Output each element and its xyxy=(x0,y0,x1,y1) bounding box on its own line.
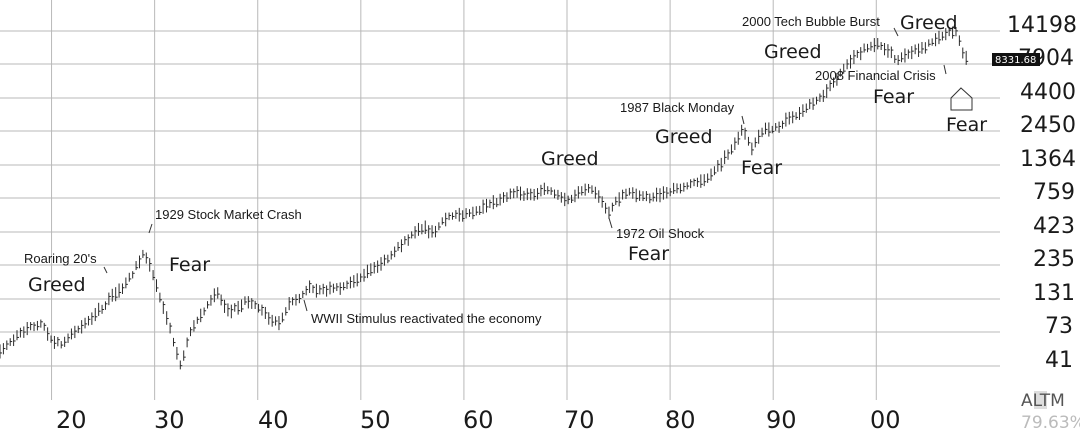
last-value-text: 8331.68 xyxy=(995,55,1036,66)
y-tick-label: 759 xyxy=(1033,180,1075,205)
x-axis-labels: 20 30 40 50 60 70 80 90 00 xyxy=(56,406,901,431)
annotation-leader xyxy=(741,115,745,125)
corner-indicator: ALTM 79.63% xyxy=(1021,391,1080,431)
annotation-leader xyxy=(103,266,108,274)
sentiment-fear-2002: Fear xyxy=(873,86,914,108)
y-tick-label: 2450 xyxy=(1020,113,1076,138)
annotation-leaders xyxy=(103,27,947,312)
corner-indicator-label: ALTM xyxy=(1021,391,1065,411)
annotation-1929-crash: 1929 Stock Market Crash xyxy=(155,207,302,222)
annotation-leader xyxy=(148,223,153,234)
x-tick-label: 80 xyxy=(665,406,696,431)
last-value-box xyxy=(992,53,1040,66)
y-tick-label: 41 xyxy=(1045,348,1073,373)
corner-highlight xyxy=(1034,391,1047,409)
annotation-1987-black-monday: 1987 Black Monday xyxy=(620,100,735,115)
y-tick-label: 73 xyxy=(1045,314,1073,339)
x-tick-label: 40 xyxy=(258,406,289,431)
sentiment-labels: Greed Fear Greed Fear Greed Fear Greed G… xyxy=(28,12,987,296)
sentiment-greed-2007: Greed xyxy=(900,12,958,34)
annotation-wwii-stimulus: WWII Stimulus reactivated the economy xyxy=(311,311,542,326)
annotation-roaring-20s: Roaring 20's xyxy=(24,251,97,266)
annotation-1972-oil-shock: 1972 Oil Shock xyxy=(616,226,705,241)
y-tick-label: 131 xyxy=(1033,281,1075,306)
x-tick-label: 00 xyxy=(870,406,901,431)
y-tick-label: 1364 xyxy=(1020,147,1076,172)
corner-indicator-value: 79.63% xyxy=(1021,413,1080,431)
fear-arrow-icon xyxy=(950,87,973,111)
annotation-leader xyxy=(943,64,947,75)
sentiment-greed-1990s: Greed xyxy=(764,41,822,63)
sentiment-fear-1930s: Fear xyxy=(169,254,210,276)
y-tick-label: 4400 xyxy=(1020,80,1076,105)
y-tick-label: 423 xyxy=(1033,214,1075,239)
sentiment-greed-1980s: Greed xyxy=(655,126,713,148)
x-tick-label: 70 xyxy=(564,406,595,431)
x-tick-label: 20 xyxy=(56,406,87,431)
sentiment-fear-1970s: Fear xyxy=(628,243,669,265)
annotation-2008-crisis: 2008 Financial Crisis xyxy=(815,68,936,83)
x-tick-label: 30 xyxy=(154,406,185,431)
event-annotations: Roaring 20's 1929 Stock Market Crash WWI… xyxy=(24,14,936,326)
x-tick-label: 60 xyxy=(463,406,494,431)
annotation-leader xyxy=(893,27,899,37)
price-series xyxy=(0,26,969,370)
last-value-marker: 8331.68 xyxy=(992,53,1040,66)
x-tick-label: 50 xyxy=(360,406,391,431)
y-tick-label: 14198 xyxy=(1007,13,1077,38)
y-tick-label: 235 xyxy=(1033,247,1075,272)
sentiment-greed-1960s: Greed xyxy=(541,148,599,170)
sentiment-greed-1920s: Greed xyxy=(28,274,86,296)
annotation-2000-tech-bubble: 2000 Tech Bubble Burst xyxy=(742,14,880,29)
annotation-leader xyxy=(303,299,308,312)
sentiment-fear-2009: Fear xyxy=(946,114,987,136)
annotation-leader xyxy=(608,217,613,229)
x-tick-label: 90 xyxy=(766,406,797,431)
y-axis-labels: 14198 7904 4400 2450 1364 759 423 235 13… xyxy=(1007,13,1077,373)
sentiment-fear-1987: Fear xyxy=(741,157,782,179)
